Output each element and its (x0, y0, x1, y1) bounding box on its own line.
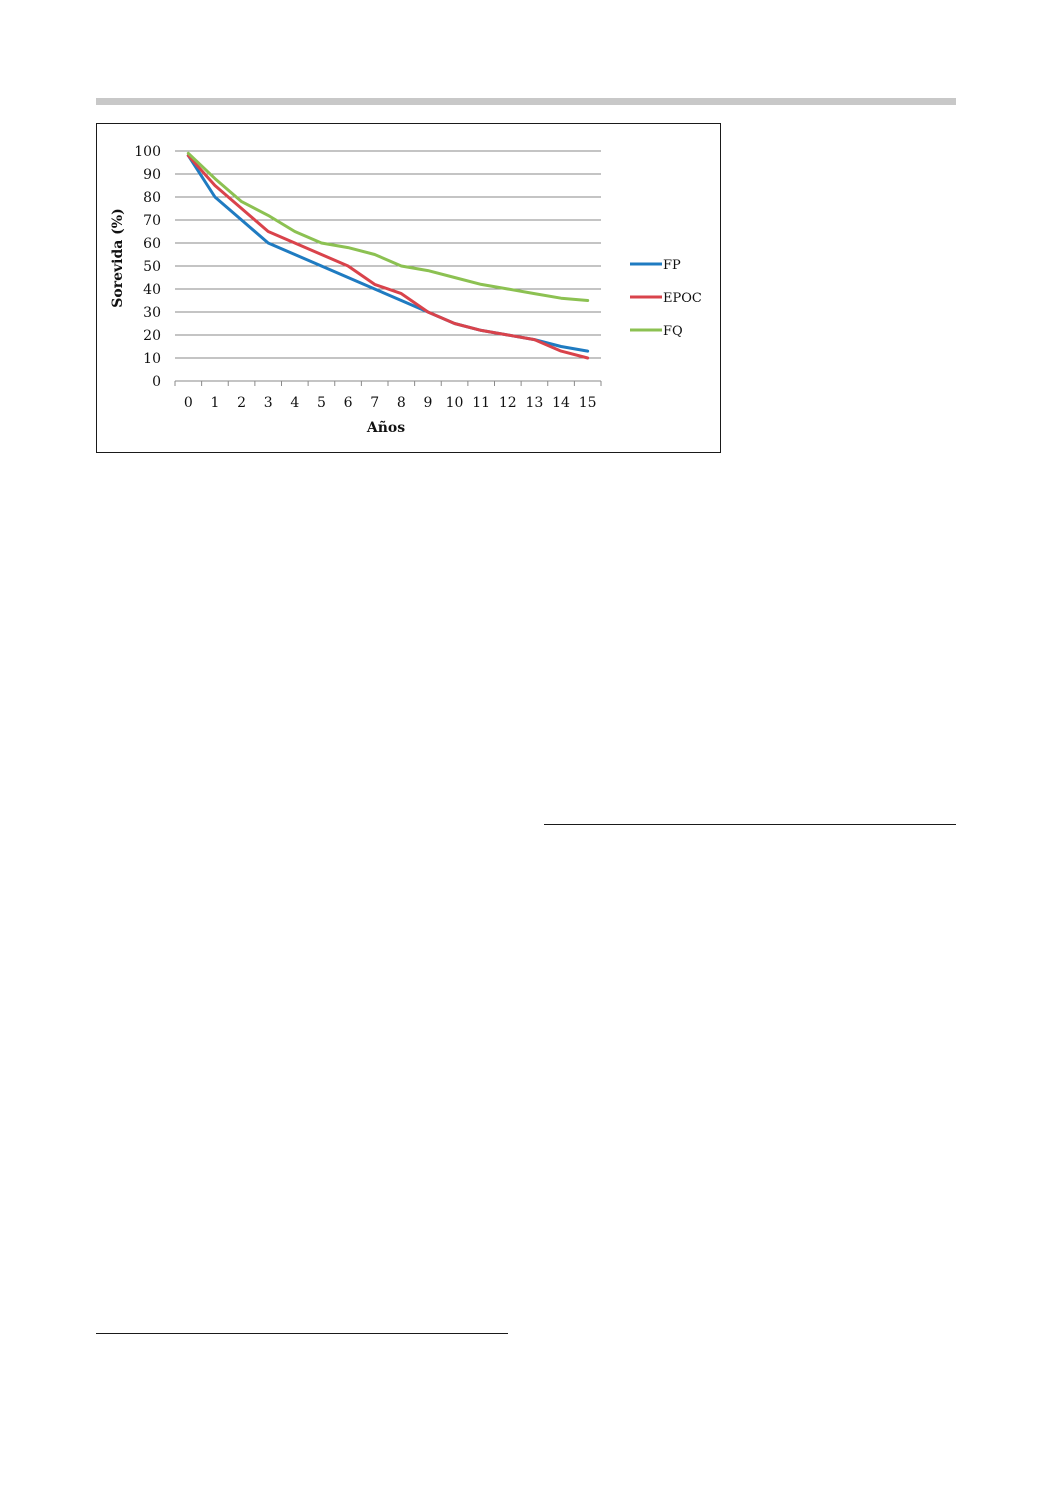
x-tick-labels: 0 1 2 3 4 5 6 7 8 9 10 11 12 13 14 15 (184, 395, 597, 411)
x-tick-label: 8 (397, 395, 406, 411)
legend-label-fp: FP (663, 258, 681, 273)
x-tick-label: 11 (472, 395, 490, 411)
header-rule (96, 98, 956, 105)
x-axis-title: Años (366, 419, 405, 436)
y-tick-label: 0 (152, 374, 161, 390)
y-tick-labels: 0 10 20 30 40 50 60 70 80 90 100 (134, 144, 161, 390)
y-tick-label: 70 (143, 213, 161, 229)
x-tick-label: 4 (290, 395, 299, 411)
chart-frame: 0 10 20 30 40 50 60 70 80 90 100 0 1 2 3 4 5 6 7 8 9 10 11 12 1… (96, 123, 721, 453)
series-line-epoc (186, 154, 590, 360)
y-tick-label: 40 (143, 282, 161, 298)
footnote-rule-left (96, 1333, 508, 1334)
x-tick-label: 1 (210, 395, 219, 411)
x-tick-label: 13 (526, 395, 544, 411)
legend-label-epoc: EPOC (663, 291, 702, 306)
series-line-fq (186, 151, 590, 302)
y-tick-label: 50 (143, 259, 161, 275)
x-tick-label: 14 (552, 395, 570, 411)
gridlines (175, 150, 601, 359)
x-tick-label: 7 (370, 395, 379, 411)
y-tick-label: 60 (143, 236, 161, 252)
series-lines (186, 151, 590, 360)
axes (174, 380, 602, 386)
y-tick-label: 30 (143, 305, 161, 321)
y-axis-title: Sorevida (%) (110, 208, 126, 307)
legend-label-fq: FQ (663, 324, 683, 339)
y-tick-label: 100 (134, 144, 161, 160)
legend: FP EPOC FQ (630, 258, 702, 339)
footnote-rule-right (544, 824, 956, 825)
x-tick-label: 3 (264, 395, 273, 411)
x-tick-label: 9 (423, 395, 432, 411)
x-tick-label: 5 (317, 395, 326, 411)
x-tick-label: 0 (184, 395, 193, 411)
x-tick-label: 2 (237, 395, 246, 411)
series-line-fp (186, 154, 590, 353)
y-tick-label: 80 (143, 190, 161, 206)
x-tick-label: 10 (446, 395, 464, 411)
y-tick-label: 20 (143, 328, 161, 344)
y-tick-label: 90 (143, 167, 161, 183)
x-tick-label: 12 (499, 395, 517, 411)
x-tick-label: 15 (579, 395, 597, 411)
y-tick-label: 10 (143, 351, 161, 367)
x-tick-label: 6 (344, 395, 353, 411)
